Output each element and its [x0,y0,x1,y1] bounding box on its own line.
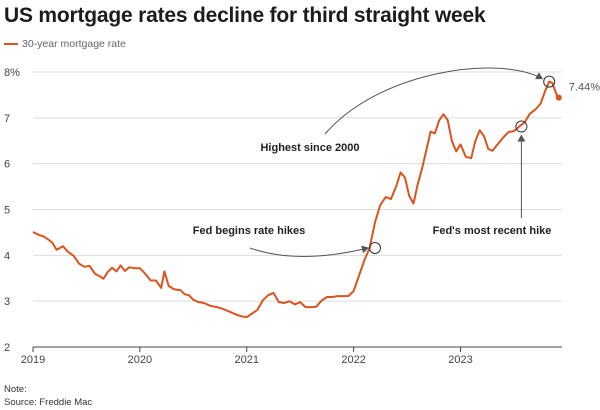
y-tick-label: 2 [4,342,10,354]
y-tick-label: 6 [4,159,10,171]
x-tick-label: 2023 [448,354,472,366]
annotation-marker [515,120,528,133]
last-value-label: 7.44% [569,82,600,94]
axes: 2 3 4 5 6 7 8% 2019 2020 2021 2022 2023 [4,67,562,366]
annotation-arrow [324,67,544,135]
last-point-dot [555,94,562,101]
gridlines [33,71,562,302]
series-layer: 7.44% [32,80,600,319]
legend: 30-year mortgage rate [4,38,126,50]
x-tick-label: 2022 [341,354,365,366]
y-tick-label: 7 [4,113,10,125]
y-tick-label: 4 [4,250,10,262]
chart-title: US mortgage rates decline for third stra… [4,4,486,27]
y-tick-label: 8% [4,67,20,79]
source: Source: Freddie Mac [4,397,93,408]
legend-swatch [4,43,18,45]
annotation-marker [543,75,556,88]
legend-label: 30-year mortgage rate [22,38,126,50]
series-line [32,80,560,319]
annotation-arrow [249,245,369,257]
x-tick-label: 2019 [21,354,45,366]
note: Note: [4,384,27,395]
annotation-marker [368,242,381,254]
annotations: Fed begins rate hikes Highest since 2000 F… [193,67,556,257]
x-tick-label: 2020 [128,354,152,366]
x-tick-label: 2021 [234,354,258,366]
y-tick-label: 3 [4,296,10,308]
annotation-label: Fed's most recent hike [433,225,552,237]
annotation-label: Highest since 2000 [260,142,359,154]
y-tick-label: 5 [4,205,10,217]
annotation-label: Fed begins rate hikes [193,225,305,237]
